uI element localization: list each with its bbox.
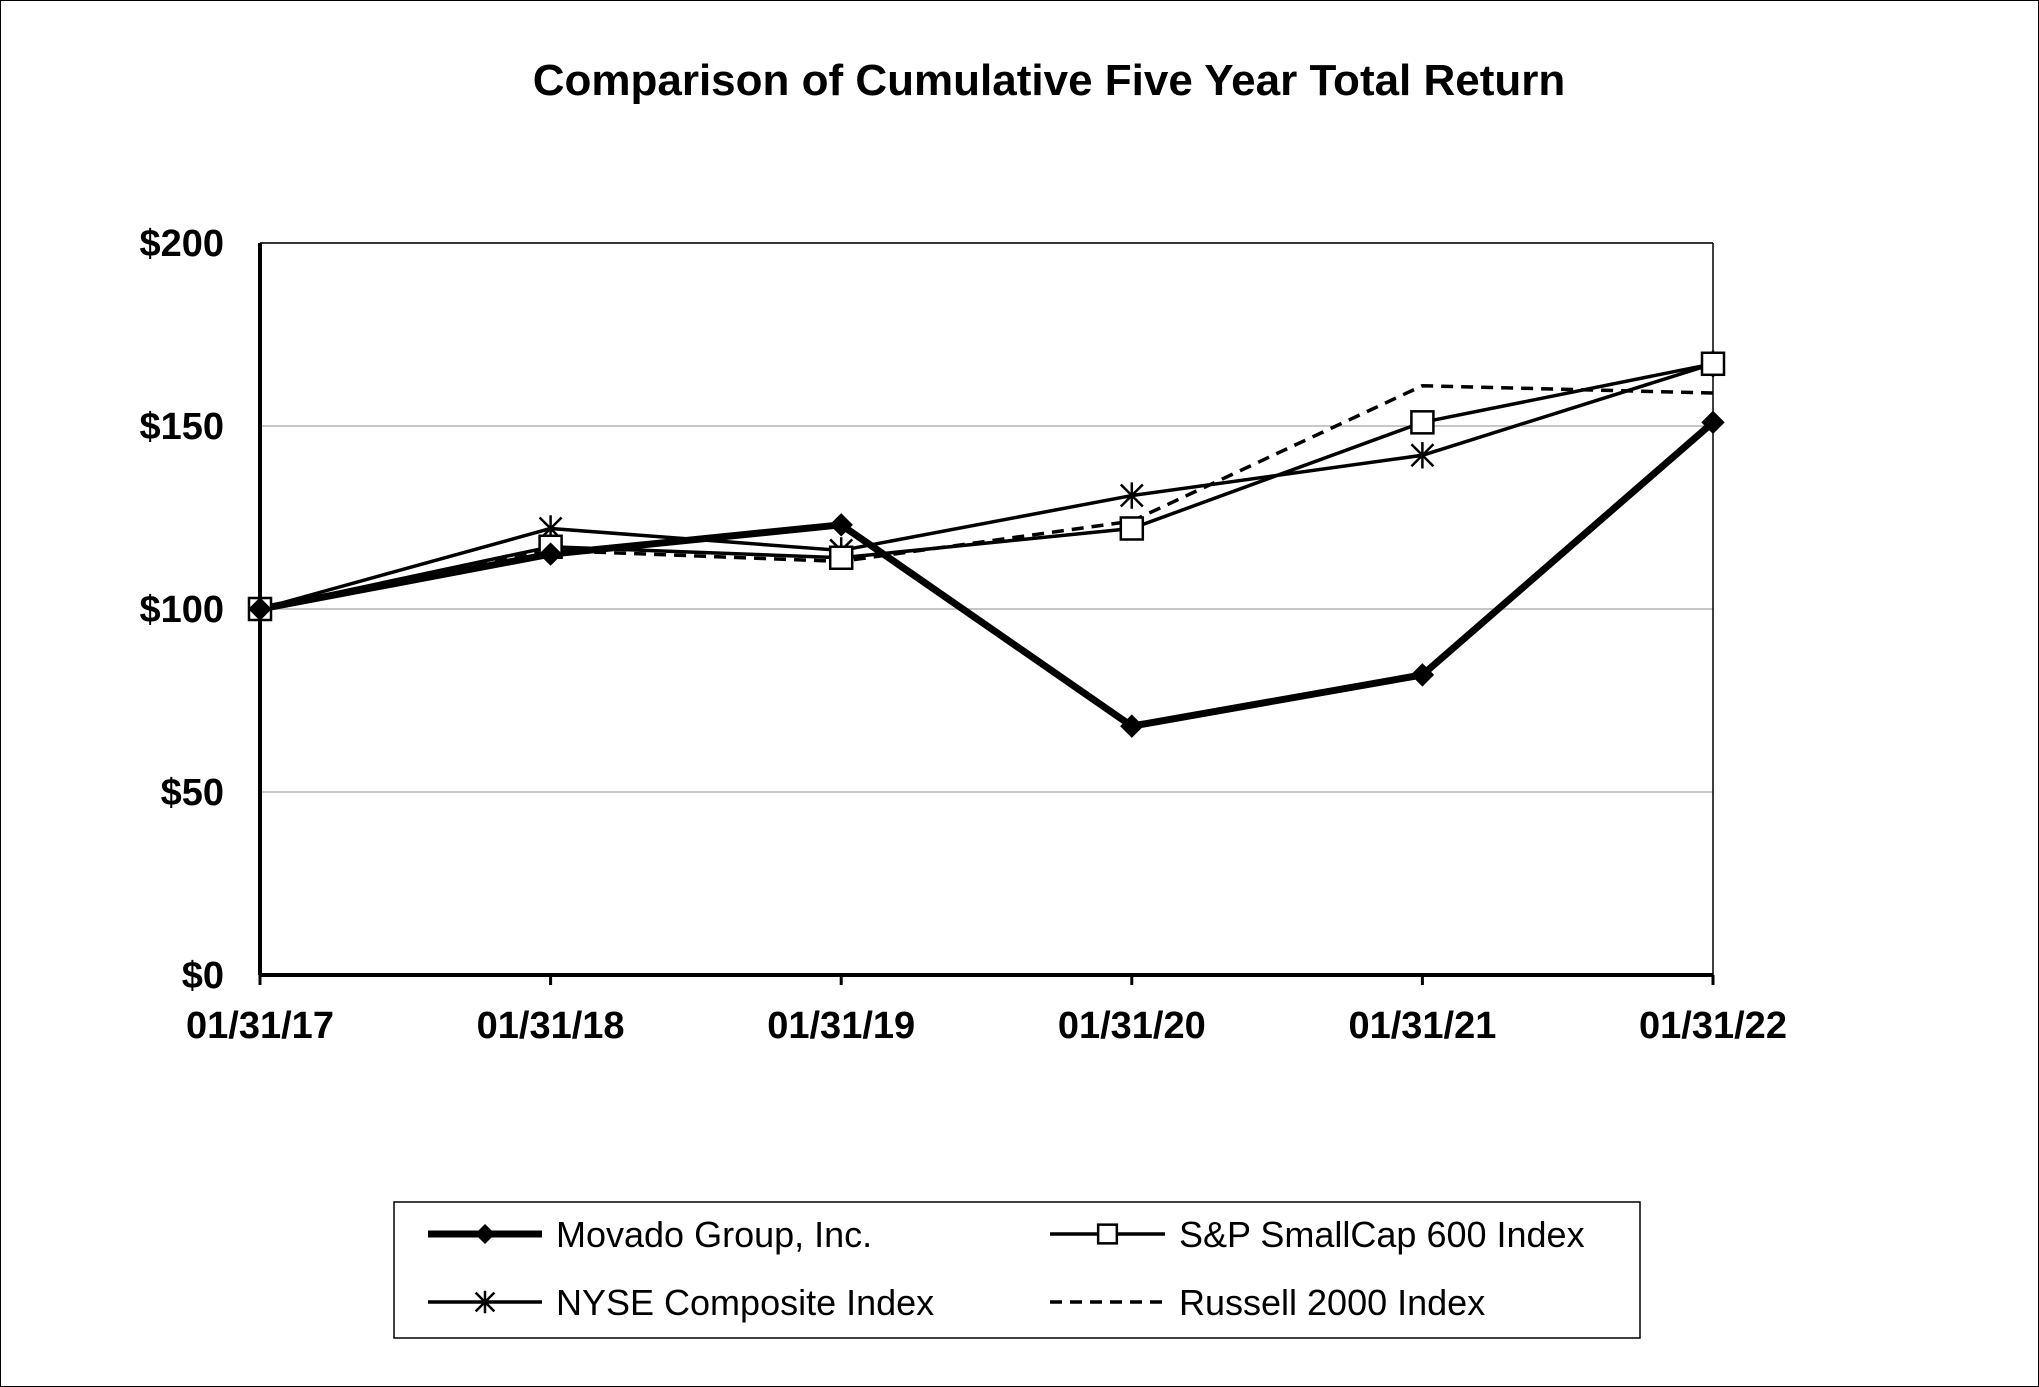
legend-item: Russell 2000 Index bbox=[1050, 1282, 1485, 1323]
data-point-diamond bbox=[829, 513, 853, 537]
legend-box bbox=[393, 1201, 1641, 1339]
x-tick-label: 01/31/19 bbox=[767, 1005, 915, 1047]
y-tick-label: $150 bbox=[139, 406, 224, 448]
data-point-square bbox=[1096, 1223, 1119, 1245]
data-point-asterisk bbox=[1119, 482, 1144, 509]
x-tick-label: 01/31/20 bbox=[1058, 1005, 1206, 1047]
chart-title: Comparison of Cumulative Five Year Total… bbox=[533, 56, 1566, 105]
data-point-diamond bbox=[248, 597, 272, 621]
x-tick-label: 01/31/17 bbox=[186, 1005, 334, 1047]
legend-item: Movado Group, Inc. bbox=[428, 1214, 872, 1255]
x-tick-label: 01/31/22 bbox=[1639, 1005, 1787, 1047]
legend-label: Russell 2000 Index bbox=[1179, 1282, 1485, 1323]
data-point-square bbox=[1119, 516, 1145, 541]
data-point-diamond bbox=[1120, 714, 1144, 738]
legend: Movado Group, Inc. S&P SmallCap 600 Index… bbox=[393, 1201, 1641, 1339]
series-line bbox=[259, 362, 1714, 611]
series-line bbox=[259, 383, 1714, 611]
y-tick-label: $200 bbox=[139, 223, 224, 265]
legend-label: Movado Group, Inc. bbox=[556, 1214, 872, 1255]
data-point-asterisk bbox=[1410, 442, 1435, 469]
legend-label: S&P SmallCap 600 Index bbox=[1179, 1214, 1585, 1255]
data-point-diamond bbox=[1701, 410, 1725, 435]
data-point-square bbox=[1410, 410, 1435, 435]
x-axis-tick-labels: 01/31/17 01/31/18 01/31/19 01/31/20 01/31/21… bbox=[186, 1005, 1787, 1047]
data-point-diamond bbox=[538, 542, 563, 566]
data-point-diamond bbox=[1410, 663, 1435, 687]
legend-item: NYSE Composite Index bbox=[428, 1282, 934, 1323]
y-tick-label: $0 bbox=[182, 955, 224, 997]
data-point-asterisk bbox=[474, 1290, 496, 1314]
data-point-square bbox=[1700, 351, 1726, 377]
series-lines bbox=[247, 350, 1726, 738]
legend-item: S&P SmallCap 600 Index bbox=[1050, 1214, 1585, 1255]
y-axis-tick-labels: $0 $50 $100 $150 $200 bbox=[139, 223, 224, 997]
x-tick-label: 01/31/18 bbox=[477, 1005, 625, 1047]
y-tick-label: $50 bbox=[161, 772, 224, 814]
y-tick-label: $100 bbox=[139, 589, 224, 631]
gridlines bbox=[260, 242, 1713, 793]
series-line bbox=[259, 419, 1716, 730]
data-point-square bbox=[828, 545, 854, 571]
series-line bbox=[259, 362, 1714, 611]
x-tick-label: 01/31/21 bbox=[1348, 1005, 1496, 1047]
legend-label: NYSE Composite Index bbox=[556, 1282, 934, 1323]
data-point-diamond bbox=[474, 1223, 496, 1245]
